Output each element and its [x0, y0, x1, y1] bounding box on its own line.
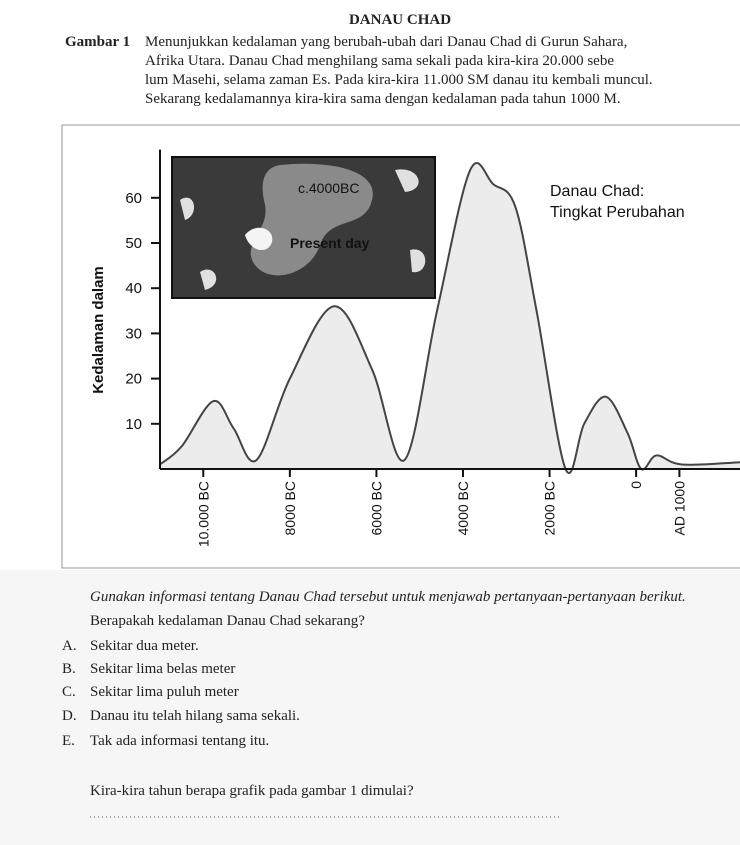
x-tick-label: 2000 BC [542, 481, 558, 535]
x-tick-label: 0 [628, 481, 644, 489]
y-tick-label: 20 [125, 371, 142, 388]
x-tick-label: 8000 BC [282, 481, 298, 535]
option-text: Danau itu telah hilang sama sekali. [90, 708, 300, 724]
x-tick-label: 6000 BC [368, 481, 384, 535]
inset-label: c.4000BC [298, 180, 359, 196]
option-letter: C. [62, 684, 76, 700]
option-letter: A. [62, 638, 77, 654]
page-title: DANAU CHAD [349, 12, 451, 28]
caption-label: Gambar 1 [65, 34, 130, 50]
question: Kira-kira tahun berapa grafik pada gamba… [90, 783, 414, 799]
x-tick-label: AD 1000 [671, 481, 687, 536]
chart-title: Danau Chad: [550, 183, 644, 200]
caption-line: Sekarang kedalamannya kira-kira sama den… [145, 91, 621, 107]
y-tick-label: 10 [125, 416, 142, 433]
option-letter: D. [62, 708, 77, 724]
option-text: Sekitar lima puluh meter [90, 684, 239, 700]
question: Berapakah kedalaman Danau Chad sekarang? [90, 613, 365, 629]
option-letter: B. [62, 661, 76, 677]
inset-label: Present day [290, 235, 370, 251]
y-axis-label: Kedalaman dalam [90, 266, 107, 394]
y-tick-label: 50 [125, 235, 142, 252]
inset-map: c.4000BC Present day [172, 157, 435, 298]
page: DANAU CHAD Gambar 1 Menunjukkan kedalama… [0, 0, 740, 845]
caption-line: lum Masehi, selama zaman Es. Pada kira-k… [145, 72, 653, 88]
chart-subtitle: Tingkat Perubahan [550, 204, 685, 221]
x-tick-label: 4000 BC [455, 481, 471, 535]
option-text: Sekitar dua meter. [90, 638, 199, 654]
option-letter: E. [62, 733, 75, 749]
caption-line: Menunjukkan kedalaman yang berubah-ubah … [145, 34, 627, 50]
y-tick-label: 60 [125, 190, 142, 207]
x-tick-label: 10.000 BC [195, 481, 211, 547]
caption-line: Afrika Utara. Danau Chad menghilang sama… [145, 53, 614, 69]
question-intro: Gunakan informasi tentang Danau Chad ter… [90, 589, 686, 605]
y-tick-label: 30 [125, 325, 142, 342]
option-text: Sekitar lima belas meter [90, 661, 235, 677]
y-tick-label: 40 [125, 280, 142, 297]
option-text: Tak ada informasi tentang itu. [90, 733, 269, 749]
